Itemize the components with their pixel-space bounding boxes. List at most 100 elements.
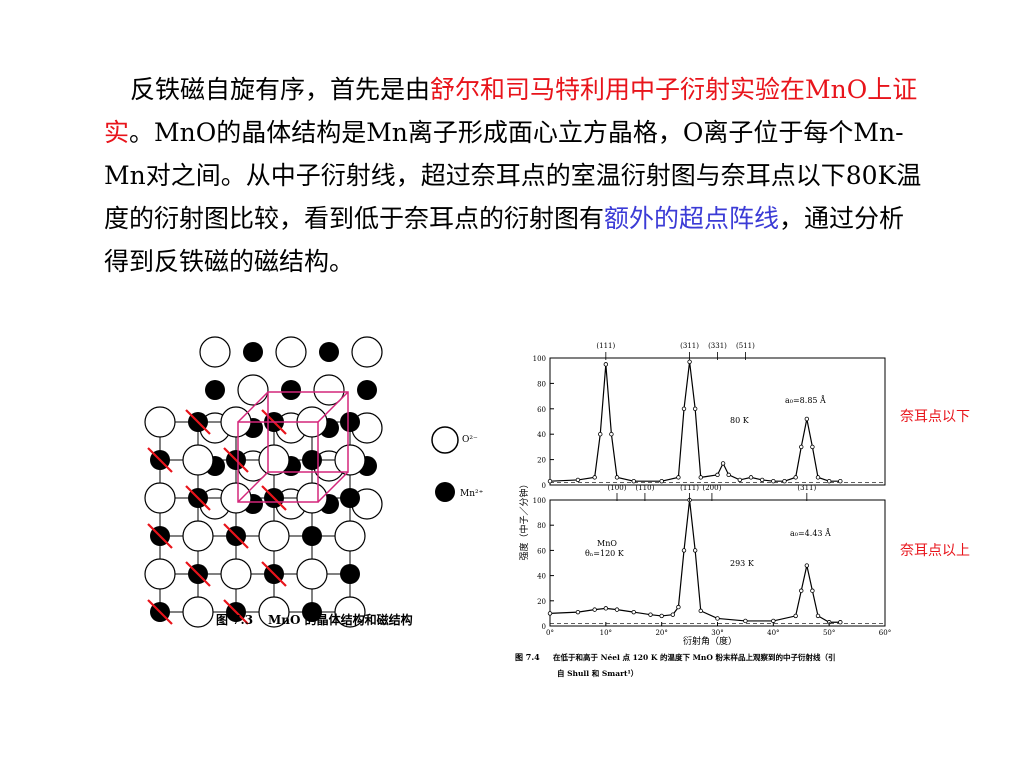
oxygen-ion — [144, 482, 176, 514]
x-tick-label: 0° — [546, 629, 554, 637]
y-tick-label: 40 — [537, 573, 546, 581]
manganese-ion — [302, 602, 322, 622]
data-point — [804, 563, 810, 568]
x-tick-label: 50° — [823, 629, 835, 637]
figure-7-3-number: 图 7.3 — [216, 613, 253, 627]
y-tick-label: 100 — [533, 497, 546, 505]
legend-mn-label: Mn²⁺ — [460, 489, 484, 499]
manganese-ion — [340, 488, 360, 508]
figure-7-3-caption: MnO 的晶体结构和磁结构 — [268, 612, 413, 627]
paragraph-highlight-red: 舒尔和司马特利用中子衍射实验在MnO上证实 — [104, 75, 918, 147]
oxygen-ion — [199, 336, 231, 368]
y-tick-label: 80 — [537, 522, 546, 530]
data-point — [676, 604, 681, 610]
legend-o-label: O²⁻ — [462, 435, 478, 445]
x-tick-label: 60° — [879, 629, 891, 637]
spin-arrow — [147, 599, 173, 625]
bottom-neel-temperature: θₙ=120 K — [585, 549, 625, 558]
data-point — [748, 475, 754, 480]
paragraph-text-3: ，通过分析得到反铁磁的磁结构。 — [104, 204, 905, 276]
peak-index-label: (100) — [608, 484, 627, 492]
data-point — [692, 406, 698, 411]
oxygen-ion — [334, 520, 366, 552]
oxygen-ion — [334, 596, 366, 628]
y-tick-label: 60 — [537, 406, 546, 414]
x-tick-label: 10° — [600, 629, 612, 637]
data-point — [698, 475, 703, 480]
x-tick-label: 30° — [711, 629, 723, 637]
oxygen-ion — [237, 374, 269, 406]
data-point — [575, 477, 581, 483]
data-point — [681, 406, 687, 411]
manganese-ion — [302, 450, 322, 470]
data-point — [810, 444, 815, 450]
data-point — [838, 478, 843, 484]
plot-frame — [549, 499, 886, 627]
data-point — [720, 461, 726, 466]
oxygen-ion — [296, 482, 328, 514]
spin-arrows — [147, 409, 287, 625]
data-point — [592, 607, 597, 612]
data-point — [592, 475, 597, 480]
oxygen-ion — [258, 520, 290, 552]
oxygen-ion — [182, 596, 214, 628]
series-line — [549, 499, 841, 623]
data-point — [726, 472, 731, 478]
data-point — [804, 416, 810, 422]
crystal-lattice — [144, 336, 383, 628]
data-point — [793, 613, 798, 619]
plot-frame — [549, 357, 886, 486]
mno-crystal-structure-figure: O²⁻ Mn²⁺ 图 7.3 MnO 的晶体结构和磁结构 — [144, 336, 484, 628]
data-point — [715, 472, 720, 478]
manganese-ion — [302, 526, 322, 546]
oxygen-ion — [258, 444, 290, 476]
data-point — [614, 607, 620, 612]
y-tick-label: 60 — [537, 547, 546, 555]
spin-arrow — [147, 523, 173, 549]
data-point — [715, 616, 720, 621]
paragraph-highlight-blue: 额外的超点阵线 — [604, 204, 780, 233]
figure-7-4-caption-line-2: 自 Shull 和 Smart¹） — [557, 668, 638, 678]
y-tick-label: 100 — [533, 355, 546, 363]
spin-arrow — [223, 599, 249, 625]
spin-arrow — [261, 561, 287, 587]
peak-index-label: (200) — [703, 484, 722, 492]
data-point — [815, 613, 821, 619]
data-point — [659, 613, 664, 619]
top-lattice-constant: a₀=8.85 Å — [785, 396, 826, 405]
manganese-ion — [340, 564, 360, 584]
legend-mn-symbol — [435, 482, 455, 502]
bottom-lattice-constant: a₀=4.43 Å — [790, 529, 831, 538]
label-above-neel-point: 奈耳点以上 — [900, 543, 970, 559]
peak-index-label: (311) — [680, 342, 699, 350]
oxygen-ion — [220, 558, 252, 590]
manganese-ion — [205, 380, 225, 400]
oxygen-ion — [220, 482, 252, 514]
data-point — [681, 548, 687, 553]
oxygen-ion — [296, 558, 328, 590]
data-point — [799, 444, 804, 450]
y-tick-label: 0 — [542, 623, 546, 631]
data-point — [648, 612, 653, 617]
oxygen-ion — [334, 444, 366, 476]
top-temperature: 80 K — [730, 416, 750, 425]
spin-arrow — [185, 409, 211, 435]
data-point — [793, 475, 798, 480]
y-tick-label: 20 — [537, 457, 546, 465]
peak-index-label: (110) — [636, 484, 655, 492]
spin-arrow — [223, 447, 249, 473]
data-point — [815, 475, 821, 480]
data-point — [547, 611, 553, 616]
spin-arrow — [185, 561, 211, 587]
manganese-ion — [340, 412, 360, 432]
peak-index-label: (511) — [736, 342, 755, 350]
paragraph-text-1: 反铁磁自旋有序，首先是由 — [130, 75, 431, 104]
label-below-neel-point: 奈耳点以下 — [900, 409, 970, 425]
peak-index-label: (311) — [797, 484, 816, 492]
y-tick-label: 40 — [537, 431, 546, 439]
data-point — [631, 609, 636, 615]
oxygen-ion — [182, 520, 214, 552]
x-axis-label: 衍射角（度） — [683, 635, 737, 647]
unit-cell-outline — [237, 391, 349, 503]
